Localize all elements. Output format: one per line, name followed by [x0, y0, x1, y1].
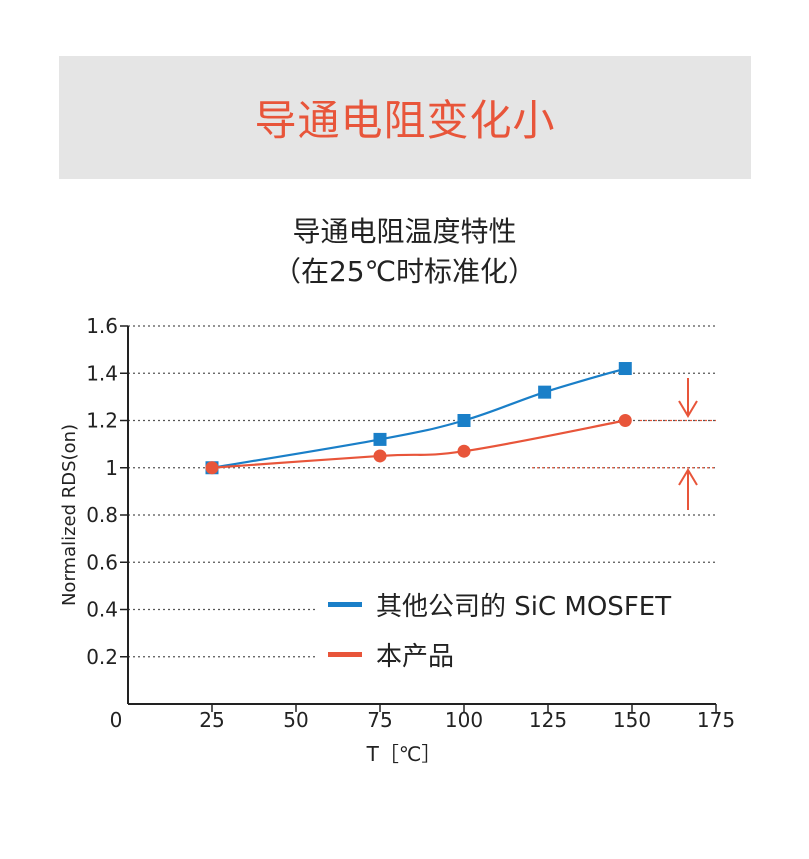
series-line-0 — [211, 367, 626, 469]
chart-title: 导通电阻温度特性 — [292, 215, 517, 248]
y-tick-label: 0.6 — [86, 550, 118, 574]
x-tick-label: 50 — [283, 708, 308, 732]
series-point-square — [538, 385, 552, 399]
series-point-square — [618, 362, 632, 376]
y-tick-label: 1.2 — [86, 409, 118, 433]
y-tick-label: 0.8 — [86, 503, 118, 527]
chart-subtitle: （在25℃时标准化） — [272, 255, 537, 288]
x-axis-label: T［℃］ — [366, 742, 442, 766]
y-tick-label: 1 — [105, 456, 118, 480]
x-tick-label: 100 — [445, 708, 483, 732]
y-tick-label: 1.6 — [86, 314, 118, 338]
series-line-1 — [211, 419, 626, 469]
x-tick-label: 25 — [199, 708, 224, 732]
series-point-circle — [373, 449, 387, 463]
legend-label-this: 本产品 — [376, 642, 455, 672]
series-point-circle — [205, 461, 219, 475]
series-point-square — [373, 432, 387, 446]
x-tick-label: 150 — [613, 708, 651, 732]
banner: 导通电阻变化小 — [59, 56, 751, 179]
series-point-circle — [618, 414, 632, 427]
legend-item-other: 其他公司的 SiC MOSFET — [328, 586, 671, 623]
y-tick-label: 1.4 — [86, 361, 118, 385]
x-tick-label: 125 — [529, 708, 567, 732]
y-tick-label: 0.2 — [86, 645, 118, 669]
legend-item-this: 本产品 — [328, 636, 454, 673]
series-point-circle — [457, 444, 471, 458]
y-axis-label: Normalized RDS(on) — [59, 424, 80, 606]
legend-swatch-other — [328, 602, 362, 607]
arrow-up-head — [678, 468, 698, 486]
legend-label-other: 其他公司的 SiC MOSFET — [376, 592, 672, 622]
legend-swatch-this — [328, 652, 362, 657]
x-tick-label: 175 — [697, 708, 735, 732]
y-tick-label: 0.4 — [86, 598, 118, 622]
banner-title: 导通电阻变化小 — [254, 96, 556, 145]
x-tick-label: 75 — [367, 708, 392, 732]
series-point-square — [457, 414, 471, 427]
arrow-down-head — [678, 400, 698, 418]
x-tick-label: 0 — [110, 708, 123, 732]
